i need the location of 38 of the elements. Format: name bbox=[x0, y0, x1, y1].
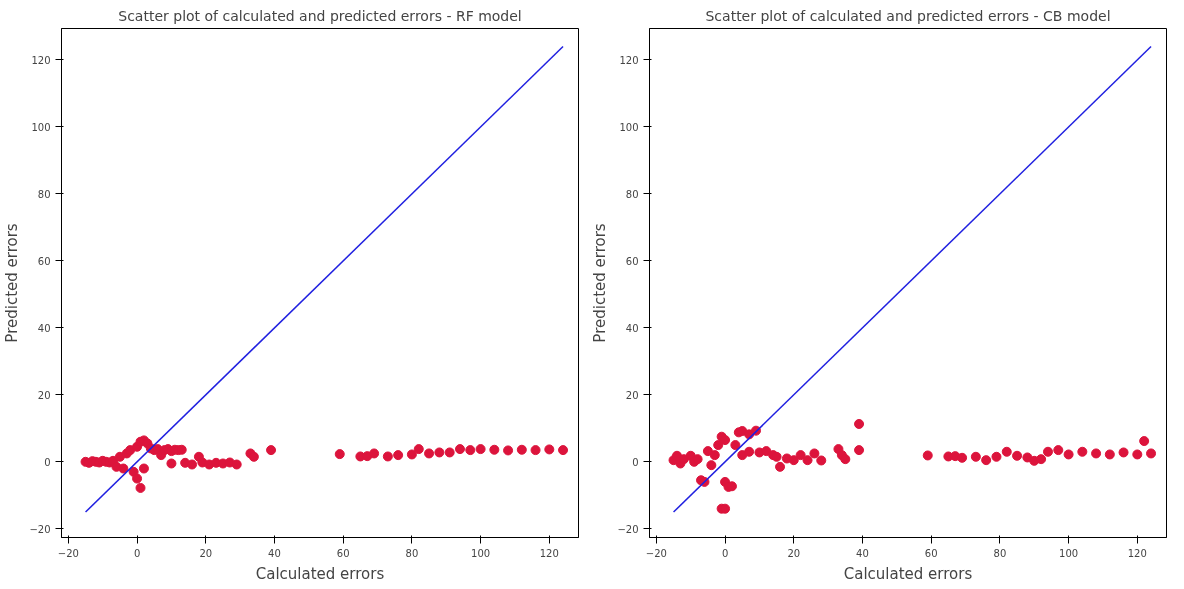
x-tick-label: 80 bbox=[405, 547, 419, 559]
y-tick-label: 20 bbox=[625, 389, 639, 401]
x-tick-label: 20 bbox=[199, 547, 213, 559]
y-tick-label: 60 bbox=[37, 255, 51, 267]
y-tick-label: −20 bbox=[29, 523, 51, 535]
x-tick-label: 0 bbox=[721, 547, 729, 559]
y-tick-label: 20 bbox=[37, 389, 51, 401]
x-tick-label: −20 bbox=[645, 547, 667, 559]
y-tick-label: 80 bbox=[625, 188, 639, 200]
y-tick-label: 40 bbox=[625, 322, 639, 334]
x-tick-label: 100 bbox=[1059, 547, 1079, 559]
x-tick-label: 40 bbox=[856, 547, 869, 559]
y-tick-label: 100 bbox=[619, 121, 639, 133]
x-tick-label: 40 bbox=[268, 547, 281, 559]
y-tick-label: 120 bbox=[31, 54, 51, 66]
y-tick-label: 100 bbox=[31, 121, 51, 133]
y-tick-label: 120 bbox=[619, 54, 639, 66]
x-tick-label: 80 bbox=[993, 547, 1007, 559]
x-axis-title: Calculated errors bbox=[843, 564, 973, 583]
y-tick-label: 40 bbox=[37, 322, 51, 334]
y-axis-title: Predicted errors bbox=[591, 223, 610, 343]
y-tick-label: 0 bbox=[632, 456, 639, 468]
y-tick-label: 0 bbox=[44, 456, 51, 468]
y-tick-label: 80 bbox=[37, 188, 51, 200]
x-tick-label: 120 bbox=[539, 547, 559, 559]
x-axis-title: Calculated errors bbox=[255, 564, 385, 583]
y-tick-label: −20 bbox=[617, 523, 639, 535]
x-tick-label: 120 bbox=[1127, 547, 1147, 559]
x-tick-label: 60 bbox=[924, 547, 938, 559]
y-tick-label: 60 bbox=[625, 255, 639, 267]
x-tick-label: 0 bbox=[133, 547, 141, 559]
x-tick-label: −20 bbox=[57, 547, 79, 559]
y-axis-title: Predicted errors bbox=[3, 223, 22, 343]
x-tick-label: 60 bbox=[336, 547, 350, 559]
chart-title: Scatter plot of calculated and predicted errors - RF model bbox=[118, 7, 522, 24]
chart-title: Scatter plot of calculated and predicted errors - CB model bbox=[705, 7, 1111, 24]
x-tick-label: 20 bbox=[787, 547, 801, 559]
x-tick-label: 100 bbox=[471, 547, 491, 559]
